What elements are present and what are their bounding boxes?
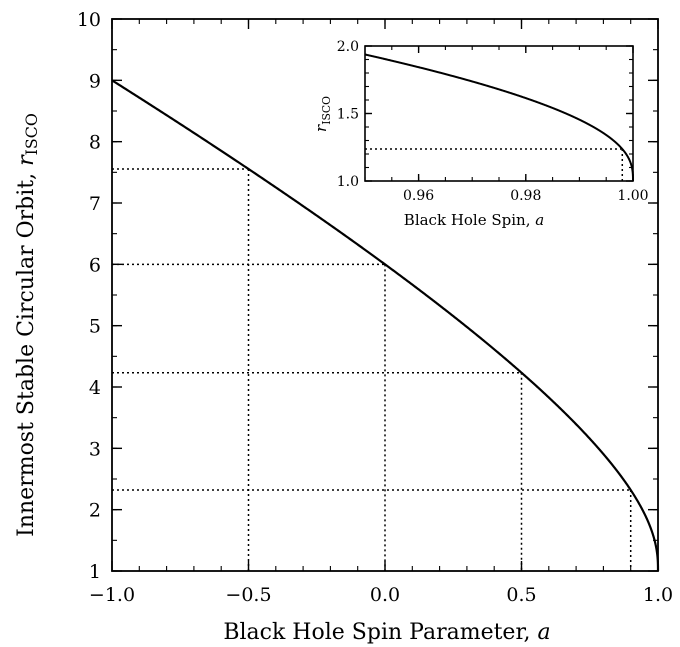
y-tick-label: 7 (89, 193, 101, 215)
main-plot: −1.0 −0.5 0.0 0.5 1.0 1 2 3 4 5 6 7 8 9 10 Black Hole… (14, 9, 673, 645)
y-tick-label: 5 (89, 316, 101, 338)
inset-x-tick-labels: 0.96 0.98 1.00 (403, 188, 649, 204)
x-tick-labels: −1.0 −0.5 0.0 0.5 1.0 (89, 584, 673, 606)
x-tick-label: 1.00 (617, 188, 648, 204)
x-tick-label: 0.5 (506, 584, 536, 606)
y-axis-label-text: Innermost Stable Circular Orbit, (14, 166, 39, 537)
y-tick-label: 10 (77, 9, 101, 31)
reference-guides (112, 168, 632, 571)
inset-y-axis-label: rISCO (312, 96, 333, 132)
y-tick-label: 8 (89, 132, 101, 154)
y-tick-label: 2 (89, 500, 101, 522)
y-axis-label-var: r (14, 154, 39, 166)
inset-x-axis-label-var: a (535, 211, 544, 229)
x-tick-label: 0.96 (403, 188, 434, 204)
inset-y-axis-label-var: r (312, 124, 330, 132)
x-tick-label: 1.0 (643, 584, 673, 606)
y-tick-label: 9 (89, 70, 101, 92)
y-tick-label: 1.5 (337, 107, 359, 123)
inset-frame (364, 45, 634, 182)
y-tick-label: 1 (89, 561, 101, 583)
y-axis-label-sub: ISCO (22, 113, 41, 155)
x-tick-label: −0.5 (225, 584, 271, 606)
y-tick-label: 2.0 (337, 39, 359, 55)
y-tick-label: 4 (89, 377, 101, 399)
plot-frame (111, 18, 659, 572)
inset-reference-guides (365, 148, 624, 181)
y-tick-label: 3 (89, 438, 101, 460)
isco-curve (111, 79, 660, 571)
x-tick-label: −1.0 (89, 584, 135, 606)
x-axis-label-var: a (538, 620, 551, 645)
y-axis-label: Innermost Stable Circular Orbit, rISCO (14, 113, 41, 537)
y-tick-labels: 1 2 3 4 5 6 7 8 9 10 (77, 9, 101, 583)
inset-x-axis-label: Black Hole Spin, a (404, 211, 544, 229)
inset-plot: 0.96 0.98 1.00 1.0 1.5 2.0 Black Hole Spin, … (312, 39, 649, 229)
inset-isco-curve (364, 53, 634, 181)
y-tick-label: 1.0 (337, 174, 359, 190)
inset-background (365, 46, 633, 181)
x-axis-label: Black Hole Spin Parameter, a (223, 620, 550, 645)
y-tick-label: 6 (89, 254, 101, 276)
x-axis-label-text: Black Hole Spin Parameter, (223, 620, 537, 645)
inset-x-axis-label-text: Black Hole Spin, (404, 211, 535, 229)
inset-y-tick-labels: 1.0 1.5 2.0 (337, 39, 359, 190)
x-tick-label: 0.0 (370, 584, 400, 606)
x-tick-label: 0.98 (510, 188, 541, 204)
inset-y-axis-label-sub: ISCO (320, 96, 333, 125)
